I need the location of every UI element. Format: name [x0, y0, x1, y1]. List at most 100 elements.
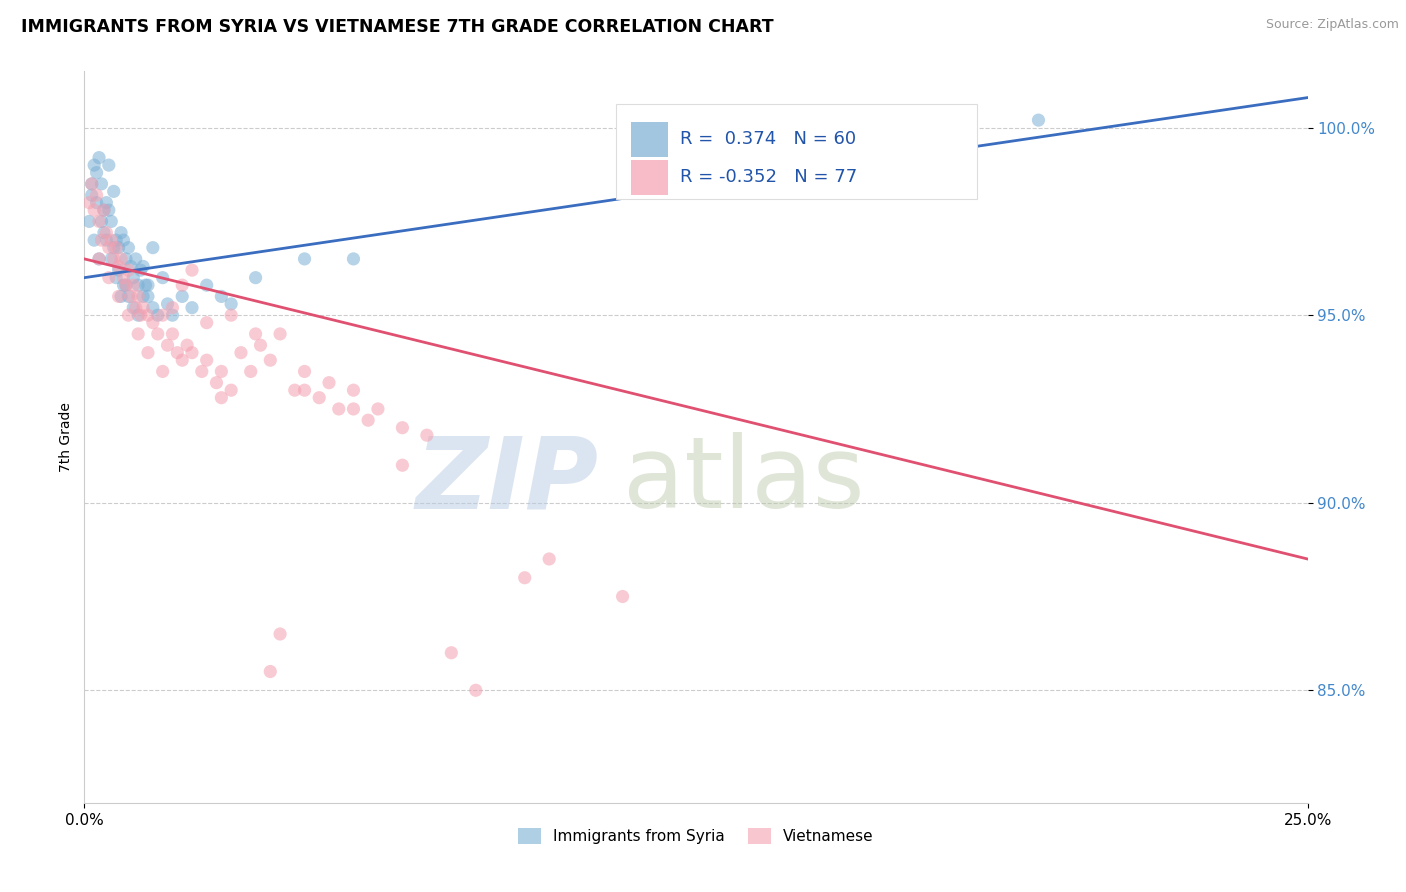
Point: [127, 278, 149, 293]
Point: [219, 383, 242, 397]
Point: [513, 571, 536, 585]
Point: [125, 301, 148, 315]
Point: [391, 420, 413, 434]
Point: [110, 226, 132, 240]
Point: [115, 278, 138, 293]
Point: [245, 270, 267, 285]
Point: [195, 353, 218, 368]
Point: [205, 376, 228, 390]
Point: [136, 278, 159, 293]
Point: [107, 289, 129, 303]
Point: [162, 308, 184, 322]
Point: [97, 270, 120, 285]
Y-axis label: 7th Grade: 7th Grade: [59, 402, 73, 472]
Point: [464, 683, 486, 698]
Point: [103, 241, 125, 255]
Point: [156, 297, 179, 311]
Point: [538, 552, 561, 566]
Point: [612, 590, 634, 604]
Point: [87, 252, 110, 266]
Point: [105, 270, 128, 285]
Point: [146, 326, 169, 341]
Point: [112, 233, 135, 247]
Point: [391, 458, 413, 473]
Point: [93, 226, 115, 240]
Point: [86, 188, 108, 202]
Point: [152, 270, 174, 285]
Point: [103, 252, 125, 266]
Point: [129, 308, 152, 322]
Point: [294, 252, 316, 266]
Text: R = -0.352   N = 77: R = -0.352 N = 77: [681, 169, 858, 186]
Point: [229, 345, 252, 359]
Text: R =  0.374   N = 60: R = 0.374 N = 60: [681, 130, 856, 148]
Point: [97, 241, 120, 255]
Point: [120, 260, 142, 274]
Point: [112, 278, 135, 293]
Point: [83, 158, 105, 172]
Point: [80, 177, 103, 191]
Point: [112, 270, 135, 285]
Point: [100, 252, 122, 266]
Point: [90, 233, 112, 247]
Point: [86, 195, 108, 210]
Point: [120, 289, 142, 303]
Point: [127, 326, 149, 341]
Text: IMMIGRANTS FROM SYRIA VS VIETNAMESE 7TH GRADE CORRELATION CHART: IMMIGRANTS FROM SYRIA VS VIETNAMESE 7TH …: [21, 18, 773, 36]
Point: [342, 401, 364, 416]
Text: atlas: atlas: [623, 433, 865, 530]
Point: [172, 289, 194, 303]
Legend: Immigrants from Syria, Vietnamese: Immigrants from Syria, Vietnamese: [512, 822, 880, 850]
Point: [132, 289, 155, 303]
Point: [146, 308, 169, 322]
Point: [96, 233, 118, 247]
Point: [142, 241, 165, 255]
Point: [166, 345, 188, 359]
Point: [87, 252, 110, 266]
Point: [122, 278, 145, 293]
Point: [162, 301, 184, 315]
Point: [181, 345, 204, 359]
Point: [136, 345, 159, 359]
Point: [209, 391, 232, 405]
Point: [239, 364, 262, 378]
Point: [367, 401, 389, 416]
Point: [195, 278, 218, 293]
Point: [209, 364, 232, 378]
Point: [269, 326, 291, 341]
Point: [328, 401, 350, 416]
Point: [80, 177, 103, 191]
Point: [249, 338, 271, 352]
Point: [209, 289, 232, 303]
Point: [269, 627, 291, 641]
Point: [156, 338, 179, 352]
Point: [259, 353, 281, 368]
Point: [176, 338, 198, 352]
Point: [115, 278, 138, 293]
Point: [97, 158, 120, 172]
Text: Source: ZipAtlas.com: Source: ZipAtlas.com: [1265, 18, 1399, 31]
Point: [90, 214, 112, 228]
Point: [100, 233, 122, 247]
Point: [90, 177, 112, 191]
Point: [96, 195, 118, 210]
Point: [117, 241, 139, 255]
Point: [97, 203, 120, 218]
Point: [284, 383, 307, 397]
Point: [132, 301, 155, 315]
Point: [440, 646, 463, 660]
Point: [125, 252, 148, 266]
Point: [259, 665, 281, 679]
Point: [93, 203, 115, 218]
Point: [86, 166, 108, 180]
Point: [80, 188, 103, 202]
Point: [83, 233, 105, 247]
Point: [117, 289, 139, 303]
Point: [342, 383, 364, 397]
Point: [107, 263, 129, 277]
Point: [181, 263, 204, 277]
Point: [115, 252, 138, 266]
Point: [152, 364, 174, 378]
Point: [87, 214, 110, 228]
Point: [100, 214, 122, 228]
